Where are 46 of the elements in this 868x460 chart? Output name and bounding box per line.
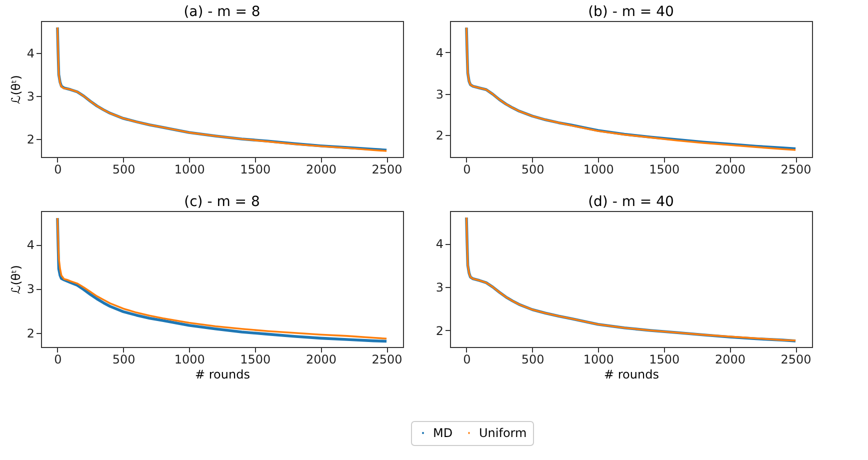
x-tick-label: 2000 [714,352,746,366]
y-tick-label: 3 [436,87,444,102]
y-tick-label: 4 [26,238,34,252]
x-tick-label: 1000 [583,352,614,366]
x-tick-label: 2500 [780,162,812,176]
y-tick-label: 2 [436,128,444,143]
y-tick-label: 3 [26,282,34,296]
x-tick-label: 1000 [174,352,205,366]
legend-label: MD [433,426,453,440]
legend-label: Uniform [479,426,527,440]
x-tick-label: 500 [521,162,544,176]
x-tick-label: 1500 [649,352,680,366]
y-tick-label: 2 [26,132,34,146]
x-tick-label: 2500 [780,352,812,366]
chart-title: (a) - m = 8 [184,4,260,20]
y-tick-label: 4 [436,46,444,60]
x-tick-label: 2500 [372,162,402,176]
y-tick-label: 2 [436,324,444,338]
x-tick-label: 0 [54,162,62,176]
y-tick-label: 2 [26,326,34,340]
x-tick-label: 500 [112,352,136,366]
x-axis-title: # rounds [604,368,659,382]
x-tick-label: 0 [463,162,471,176]
x-tick-label: 500 [521,352,544,366]
chart-title: (b) - m = 40 [588,4,674,20]
x-tick-label: 2000 [306,162,336,176]
x-tick-label: 1500 [240,352,271,366]
y-tick-label: 3 [436,280,444,295]
x-tick-label: 500 [112,162,136,176]
chart-title: (c) - m = 8 [184,194,260,210]
y-axis-title: ℒ(θᵗ) [8,75,23,104]
x-tick-label: 1500 [240,162,271,176]
x-tick-label: 2000 [306,352,336,366]
y-axis-title: ℒ(θᵗ) [8,265,23,294]
y-tick-label: 4 [436,237,444,252]
x-axis-title: # rounds [195,368,250,382]
x-tick-label: 1000 [583,162,614,176]
x-tick-label: 0 [463,352,471,366]
x-tick-label: 0 [54,352,62,366]
x-tick-label: 1000 [174,162,205,176]
y-tick-label: 4 [26,46,34,61]
x-tick-label: 2000 [714,162,746,176]
chart-title: (d) - m = 40 [588,194,674,210]
x-tick-label: 2500 [372,352,402,366]
x-tick-label: 1500 [649,162,680,176]
y-tick-label: 3 [26,90,34,104]
